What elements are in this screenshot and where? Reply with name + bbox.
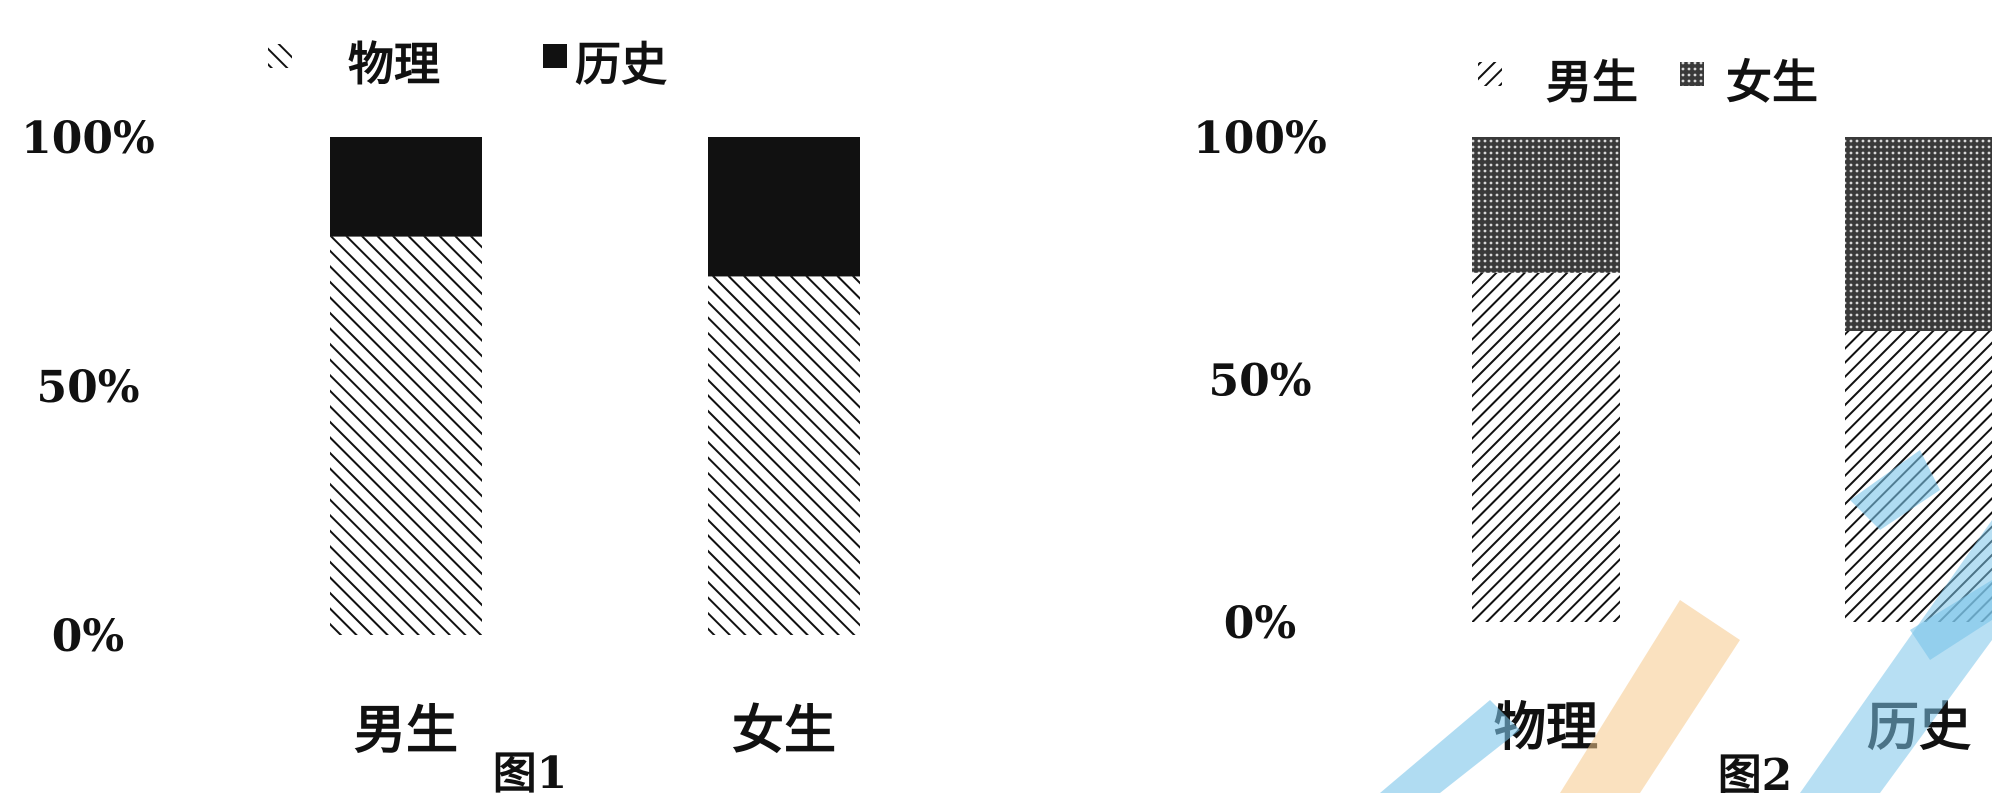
y-tick-label: 50% bbox=[36, 362, 139, 413]
bar-历史-女生 bbox=[1845, 137, 1992, 331]
bar-男生-物理 bbox=[330, 236, 482, 635]
bar-物理-男生 bbox=[1472, 272, 1620, 622]
x-category-label: 历史 bbox=[1867, 697, 1971, 758]
figure-caption: 图1 bbox=[493, 748, 568, 793]
legend-swatch-女生 bbox=[1680, 62, 1704, 86]
y-tick-label: 50% bbox=[1208, 356, 1311, 407]
bar-物理-女生 bbox=[1472, 137, 1620, 273]
y-tick-label: 100% bbox=[1193, 113, 1327, 164]
legend-label: 男生 bbox=[1546, 55, 1638, 109]
y-tick-label: 0% bbox=[1224, 598, 1296, 649]
legend-swatch-历史 bbox=[543, 44, 567, 68]
bar-历史-男生 bbox=[1845, 331, 1992, 622]
bar-女生-历史 bbox=[708, 137, 860, 277]
x-category-label: 女生 bbox=[732, 700, 836, 761]
bar-女生-物理 bbox=[708, 276, 860, 635]
legend-label: 物理 bbox=[348, 37, 440, 91]
x-category-label: 男生 bbox=[354, 700, 458, 761]
legend-label: 女生 bbox=[1726, 55, 1818, 109]
bar-男生-历史 bbox=[330, 137, 482, 237]
figure-caption: 图2 bbox=[1718, 750, 1793, 793]
legend-label: 历史 bbox=[575, 37, 667, 91]
legend-swatch-男生 bbox=[1478, 62, 1502, 86]
x-category-label: 物理 bbox=[1494, 697, 1598, 758]
legend-swatch-物理 bbox=[268, 44, 292, 68]
y-tick-label: 0% bbox=[52, 611, 124, 662]
y-tick-label: 100% bbox=[21, 113, 155, 164]
